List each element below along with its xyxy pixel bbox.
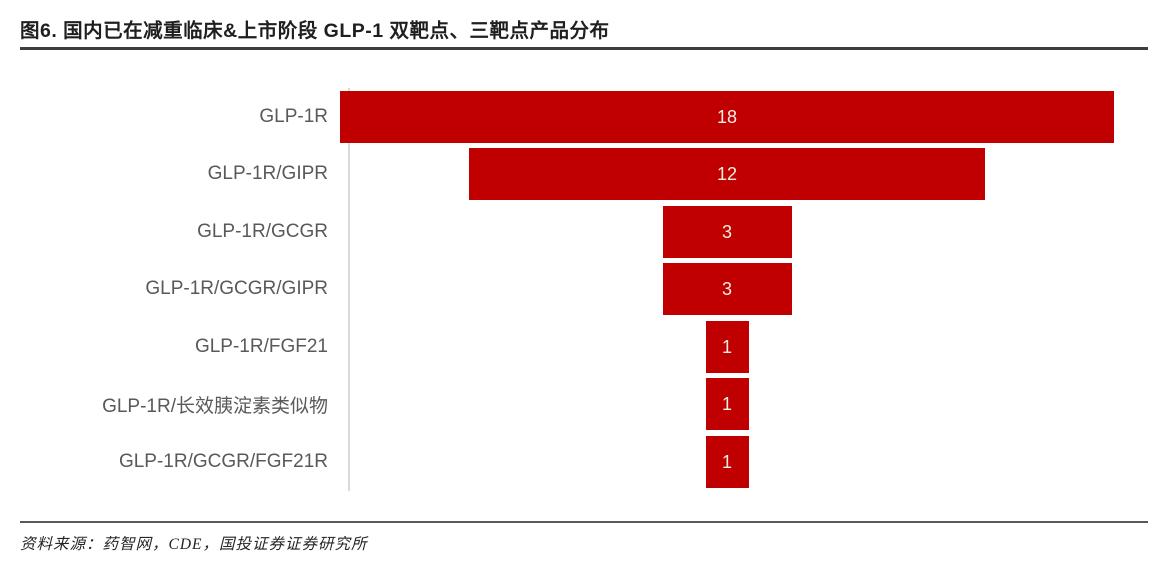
source-note: 资料来源：药智网，CDE，国投证券证券研究所	[20, 536, 368, 553]
category-label: GLP-1R/GIPR	[207, 163, 328, 185]
chart-row: GLP-1R/GCGR 3	[20, 203, 1148, 261]
category-label: GLP-1R/GCGR	[197, 220, 328, 242]
footer-divider	[20, 521, 1148, 523]
plot-cell: 12	[340, 148, 1114, 201]
chart-rows: GLP-1R 18 GLP-1R/GIPR 12 GLP-1R/GCGR 3 GLP-1R/…	[20, 88, 1148, 491]
category-label: GLP-1R/GCGR/GIPR	[145, 278, 328, 300]
title-divider	[20, 47, 1148, 50]
plot-cell: 3	[340, 263, 1114, 316]
chart-row: GLP-1R/FGF21 1	[20, 318, 1148, 376]
bar-value-label: 1	[721, 336, 732, 357]
plot-cell: 1	[340, 435, 1114, 488]
category-label: GLP-1R/GCGR/FGF21R	[118, 450, 328, 472]
plot-cell: 1	[340, 378, 1114, 431]
category-label: GLP-1R/长效胰淀素类似物	[102, 395, 328, 417]
funnel-bar: 1	[705, 320, 749, 373]
plot-cell: 1	[340, 320, 1114, 373]
bar-value-label: 3	[721, 279, 732, 300]
category-label: GLP-1R/FGF21	[194, 335, 328, 357]
category-label: GLP-1R	[259, 105, 328, 127]
bar-value-label: 1	[721, 394, 732, 415]
funnel-chart: GLP-1R 18 GLP-1R/GIPR 12 GLP-1R/GCGR 3 GLP-1R/…	[20, 88, 1148, 491]
chart-row: GLP-1R/GCGR/GIPR 3	[20, 261, 1148, 319]
chart-row: GLP-1R/GIPR 12	[20, 146, 1148, 204]
bar-value-label: 1	[721, 451, 732, 472]
bar-value-label: 12	[716, 164, 738, 185]
funnel-bar: 3	[662, 205, 792, 258]
funnel-bar: 3	[662, 263, 792, 316]
category-axis-line	[348, 88, 350, 491]
plot-cell: 18	[340, 90, 1114, 143]
funnel-bar: 1	[705, 378, 749, 431]
chart-row: GLP-1R 18	[20, 88, 1148, 146]
funnel-bar: 12	[469, 148, 985, 201]
plot-cell: 3	[340, 205, 1114, 258]
chart-row: GLP-1R/长效胰淀素类似物 1	[20, 376, 1148, 434]
bar-value-label: 18	[716, 106, 738, 127]
bar-value-label: 3	[721, 221, 732, 242]
funnel-bar: 1	[705, 435, 749, 488]
chart-row: GLP-1R/GCGR/FGF21R 1	[20, 433, 1148, 491]
figure-title: 图6. 国内已在减重临床&上市阶段 GLP-1 双靶点、三靶点产品分布	[20, 20, 610, 42]
funnel-bar: 18	[340, 90, 1114, 143]
